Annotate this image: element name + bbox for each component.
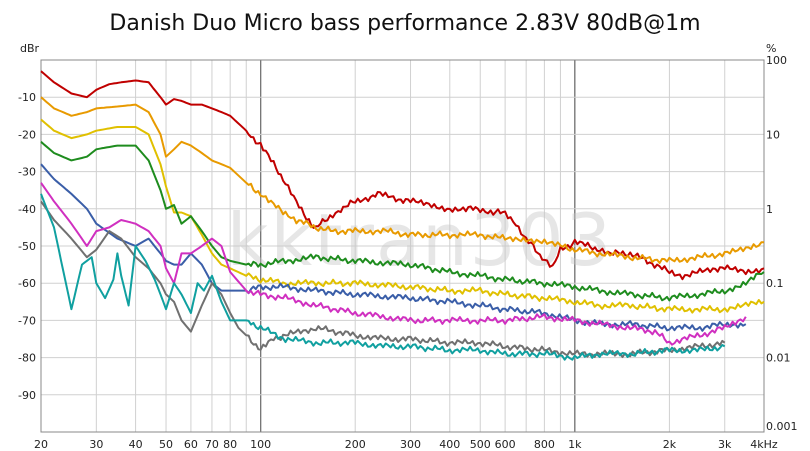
- x-tick-label: 800: [534, 438, 555, 451]
- x-tick-label: 2k: [663, 438, 677, 451]
- left-y-tick-label: -60: [18, 277, 36, 290]
- chart-title: Danish Duo Micro bass performance 2.83V …: [109, 11, 700, 36]
- right-y-tick-label: 10: [766, 128, 780, 141]
- left-y-tick-label: -10: [18, 91, 36, 104]
- series-line-5: [40, 163, 747, 332]
- left-y-tick-label: -70: [18, 314, 36, 327]
- watermark-text: kktran303: [227, 198, 613, 282]
- left-axis-ticks: -10 -20 -30 -40 -50 -60 -70 -80 -90: [18, 91, 36, 402]
- x-tick-label: 60: [184, 438, 198, 451]
- left-y-tick-label: -20: [18, 128, 36, 141]
- x-tick-label: 100: [250, 438, 271, 451]
- right-axis-unit: %: [766, 42, 776, 55]
- x-tick-label: 40: [129, 438, 143, 451]
- left-y-tick-label: -50: [18, 240, 36, 253]
- x-tick-label: 400: [439, 438, 460, 451]
- series-line-1: [40, 70, 765, 281]
- x-tick-label: 4kHz: [750, 438, 778, 451]
- series-line-4: [40, 141, 765, 302]
- plot-frame: [40, 59, 765, 433]
- right-y-tick-label: 0.1: [766, 277, 784, 290]
- x-tick-label: 1k: [568, 438, 582, 451]
- right-y-tick-label: 100: [766, 54, 787, 67]
- x-tick-label: 80: [223, 438, 237, 451]
- series-group: [40, 70, 765, 361]
- right-y-tick-label: 1: [766, 203, 773, 216]
- x-tick-label: 500: [470, 438, 491, 451]
- series-line-3: [40, 118, 765, 314]
- series-line-6: [40, 182, 747, 346]
- x-tick-label: 70: [205, 438, 219, 451]
- series-line-2: [40, 96, 764, 264]
- x-tick-label: 300: [400, 438, 421, 451]
- right-y-tick-label: 0.01: [766, 352, 791, 365]
- x-axis-ticks: 20 30 40 50 60 70 80 100 200 300 400 500 600 800 1k 2k 3…: [34, 438, 778, 451]
- right-y-tick-label: 0.001: [766, 420, 798, 433]
- series-line-8: [40, 193, 726, 361]
- left-y-tick-label: -90: [18, 389, 36, 402]
- left-y-tick-label: -80: [18, 352, 36, 365]
- x-tick-label: 200: [345, 438, 366, 451]
- x-tick-label: 30: [89, 438, 103, 451]
- grid-lines: [40, 59, 765, 433]
- x-tick-label: 3k: [718, 438, 732, 451]
- x-tick-label: 20: [34, 438, 48, 451]
- left-axis-unit: dBr: [20, 42, 40, 55]
- x-tick-label: 50: [159, 438, 173, 451]
- left-y-tick-label: -30: [18, 166, 36, 179]
- right-axis-ticks: 100 10 1 0.1 0.01 0.001: [766, 54, 798, 433]
- left-y-tick-label: -40: [18, 203, 36, 216]
- x-tick-label: 600: [495, 438, 516, 451]
